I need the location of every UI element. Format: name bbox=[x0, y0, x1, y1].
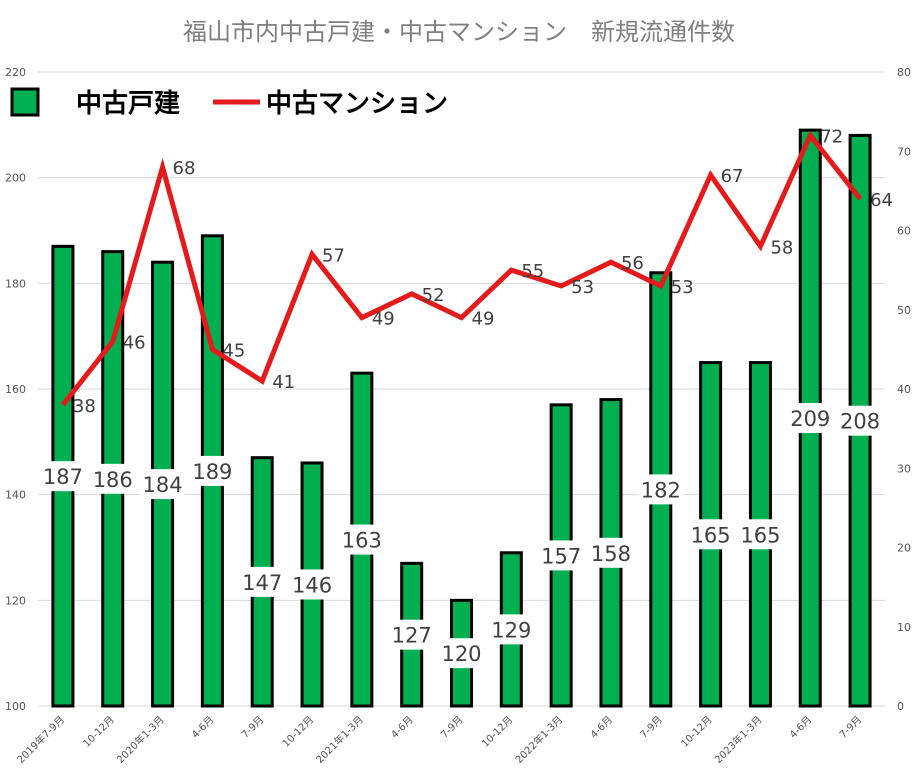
bar-value-label: 182 bbox=[641, 478, 681, 502]
bar-value-label: 158 bbox=[591, 542, 631, 566]
x-tick-label: 10-12月 bbox=[81, 714, 117, 750]
y-axis-right: 0 10 20 30 40 50 60 70 80 bbox=[897, 66, 911, 713]
y-axis-left: 100 120 140 160 180 200 220 bbox=[5, 66, 26, 713]
line-value-label: 49 bbox=[472, 309, 495, 330]
line-value-label: 52 bbox=[422, 285, 445, 306]
x-tick-label: 4-6月 bbox=[189, 714, 216, 741]
line-series bbox=[60, 130, 863, 407]
line-value-label: 64 bbox=[870, 190, 893, 211]
line-value-label: 53 bbox=[671, 277, 694, 298]
x-tick-label: 7-9月 bbox=[638, 714, 665, 741]
bar-label-bg bbox=[190, 455, 235, 486]
bar-label-bg bbox=[688, 519, 733, 550]
line-value-label: 38 bbox=[73, 396, 96, 417]
y-right-tick-label: 70 bbox=[897, 145, 911, 158]
legend-label-line: 中古マンション bbox=[266, 89, 448, 119]
bar-value-label: 127 bbox=[392, 624, 432, 648]
bar-value-label: 209 bbox=[790, 407, 830, 431]
line-value-label: 58 bbox=[770, 237, 793, 258]
y-left-tick-label: 160 bbox=[5, 383, 26, 396]
line-labels: 38 46 68 45 41 57 49 52 49 55 53 56 53 67 58 72 64 bbox=[73, 126, 893, 416]
y-right-tick-label: 40 bbox=[897, 383, 911, 396]
y-left-tick-label: 180 bbox=[5, 277, 26, 290]
y-right-tick-label: 50 bbox=[897, 304, 911, 317]
y-left-tick-label: 100 bbox=[5, 700, 26, 713]
bar-value-label: 189 bbox=[192, 460, 232, 484]
bar-value-label: 165 bbox=[691, 523, 731, 547]
line-value-label: 55 bbox=[521, 261, 544, 282]
x-tick-label: 7-9月 bbox=[439, 714, 466, 741]
line-value-label: 53 bbox=[571, 277, 594, 298]
x-tick-label: 7-9月 bbox=[837, 714, 864, 741]
y-right-tick-label: 30 bbox=[897, 462, 911, 475]
bar-value-label: 120 bbox=[441, 642, 481, 666]
y-right-tick-label: 0 bbox=[897, 700, 904, 713]
bar-value-label: 146 bbox=[292, 573, 332, 597]
legend: 中古戸建 中古マンション bbox=[10, 87, 448, 119]
x-tick-label: 2023年1-3月 bbox=[712, 713, 765, 766]
x-tick-label: 10-12月 bbox=[479, 714, 515, 750]
bar-label-bg bbox=[339, 524, 384, 555]
y-left-tick-label: 220 bbox=[5, 66, 26, 79]
bar-value-label: 157 bbox=[541, 544, 581, 568]
bar-label-bg bbox=[40, 461, 85, 492]
bar-value-label: 165 bbox=[740, 523, 780, 547]
line-value-label: 56 bbox=[621, 253, 644, 274]
bar-label-bg bbox=[788, 403, 833, 434]
bar-label-bg bbox=[489, 614, 534, 645]
bar-value-label: 187 bbox=[43, 465, 83, 489]
line-value-label: 41 bbox=[272, 372, 295, 393]
line-value-label: 46 bbox=[123, 332, 146, 353]
y-right-tick-label: 20 bbox=[897, 542, 911, 555]
x-tick-label: 2019年7-9月 bbox=[14, 713, 67, 766]
x-tick-label: 10-12月 bbox=[679, 714, 715, 750]
bar-label-bg bbox=[90, 463, 135, 494]
y-left-tick-label: 140 bbox=[5, 489, 26, 502]
bar-labels: 187 186 184 189 147 146 163 127 120 129 157 158 182 1… bbox=[40, 403, 883, 669]
x-tick-label: 2021年1-3月 bbox=[313, 713, 366, 766]
bar-label-bg bbox=[838, 405, 883, 436]
bar-label-bg bbox=[638, 474, 683, 505]
x-tick-label: 7-9月 bbox=[239, 714, 266, 741]
y-left-tick-label: 200 bbox=[5, 172, 26, 185]
line-value-label: 72 bbox=[820, 126, 843, 147]
bar-value-label: 129 bbox=[491, 618, 531, 642]
bar-value-label: 208 bbox=[840, 410, 880, 434]
line-path bbox=[60, 130, 863, 407]
line-value-label: 49 bbox=[372, 309, 395, 330]
bar-label-bg bbox=[389, 619, 434, 650]
x-tick-label: 2020年1-3月 bbox=[114, 713, 167, 766]
y-right-tick-label: 60 bbox=[897, 225, 911, 238]
line-value-label: 67 bbox=[721, 166, 744, 187]
bar-value-label: 184 bbox=[143, 473, 183, 497]
line-value-label: 45 bbox=[222, 340, 245, 361]
bar-label-bg bbox=[240, 566, 285, 597]
y-left-tick-label: 120 bbox=[5, 594, 26, 607]
bar-label-bg bbox=[588, 537, 633, 568]
chart-title: 福山市内中古戸建・中古マンション 新規流通件数 bbox=[183, 18, 735, 46]
y-right-tick-label: 80 bbox=[897, 66, 911, 79]
bar-label-bg bbox=[290, 569, 335, 600]
bar-label-bg bbox=[539, 540, 584, 571]
x-tick-label: 10-12月 bbox=[280, 714, 316, 750]
line-value-label: 57 bbox=[322, 245, 345, 266]
y-right-tick-label: 10 bbox=[897, 621, 911, 634]
legend-swatch-bar bbox=[10, 87, 40, 117]
x-tick-label: 4-6月 bbox=[588, 714, 615, 741]
bar-label-bg bbox=[738, 519, 783, 550]
bar-value-label: 147 bbox=[242, 571, 282, 595]
bar-label-bg bbox=[140, 469, 185, 500]
bar-series bbox=[51, 128, 872, 708]
x-tick-label: 2022年1-3月 bbox=[512, 713, 565, 766]
x-tick-label: 4-6月 bbox=[389, 714, 416, 741]
x-tick-label: 4-6月 bbox=[787, 714, 814, 741]
bar-label-bg bbox=[439, 638, 484, 669]
line-value-label: 68 bbox=[173, 158, 196, 179]
bar-value-label: 186 bbox=[93, 468, 133, 492]
legend-label-bar: 中古戸建 bbox=[76, 89, 180, 119]
bar-value-label: 163 bbox=[342, 529, 382, 553]
